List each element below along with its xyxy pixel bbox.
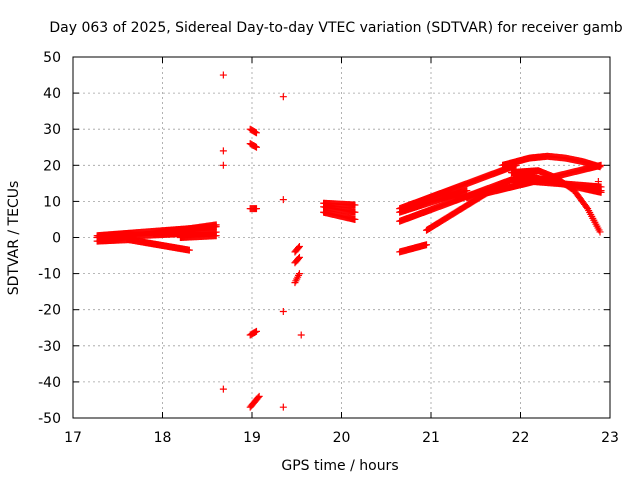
data-point-marker — [219, 147, 227, 155]
data-point-marker — [279, 403, 287, 411]
data-point-marker — [596, 228, 604, 236]
y-tick-label: -30 — [38, 339, 61, 355]
grid-layer — [73, 57, 610, 418]
data-point-marker — [251, 328, 259, 336]
data-point-marker — [351, 215, 359, 223]
data-point-marker — [295, 270, 303, 278]
data-point-marker — [212, 232, 220, 240]
data-point-marker — [279, 308, 287, 316]
x-tick-label: 21 — [422, 430, 440, 446]
data-point-marker — [423, 241, 431, 249]
x-tick-label: 22 — [512, 430, 530, 446]
x-tick-label: 18 — [154, 430, 172, 446]
data-point-marker — [252, 129, 260, 137]
data-point-marker — [185, 246, 193, 254]
data-point-marker — [597, 187, 605, 195]
x-axis-label: GPS time / hours — [281, 458, 398, 474]
data-point-marker — [219, 385, 227, 393]
y-tick-label: -10 — [38, 267, 61, 283]
data-point-marker — [255, 392, 263, 400]
y-tick-label: 40 — [43, 86, 61, 102]
chart-title: Day 063 of 2025, Sidereal Day-to-day VTE… — [49, 20, 622, 36]
y-tick-label: 30 — [43, 122, 61, 138]
y-tick-label: 10 — [43, 194, 61, 210]
data-point-marker — [254, 394, 262, 402]
data-markers — [93, 71, 605, 411]
data-point-marker — [252, 327, 260, 335]
data-point-marker — [252, 143, 260, 151]
data-point-marker — [251, 128, 259, 136]
data-point-marker — [279, 196, 287, 204]
x-tick-label: 19 — [243, 430, 261, 446]
y-tick-labels: 50 40 30 20 10 0 -10 -20 -30 -40 -50 — [38, 50, 61, 427]
y-tick-label: 0 — [52, 231, 61, 247]
x-tick-label: 20 — [333, 430, 351, 446]
data-point-marker — [219, 161, 227, 169]
y-tick-label: -40 — [38, 375, 61, 391]
x-tick-label: 23 — [601, 430, 619, 446]
data-point-marker — [279, 93, 287, 101]
data-point-marker — [295, 254, 303, 262]
y-tick-label: -20 — [38, 303, 61, 319]
axis-ticks — [72, 56, 611, 419]
data-point-marker — [295, 244, 303, 252]
data-point-marker — [297, 331, 305, 339]
data-point-marker — [295, 243, 303, 251]
data-point-marker — [212, 221, 220, 229]
x-tick-label: 17 — [64, 430, 82, 446]
data-point-marker — [594, 178, 602, 186]
data-point-marker — [596, 163, 604, 171]
data-point-marker — [351, 201, 359, 209]
data-point-marker — [219, 71, 227, 79]
data-point-marker — [251, 143, 259, 151]
data-point-marker — [295, 253, 303, 261]
data-point-marker — [351, 208, 359, 216]
y-axis-label: SDTVAR / TECUs — [6, 181, 22, 296]
y-tick-label: 20 — [43, 158, 61, 174]
data-point-marker — [252, 205, 260, 213]
y-tick-label: -50 — [38, 411, 61, 427]
y-tick-label: 50 — [43, 50, 61, 66]
x-tick-labels: 17 18 19 20 21 22 23 — [64, 430, 619, 446]
